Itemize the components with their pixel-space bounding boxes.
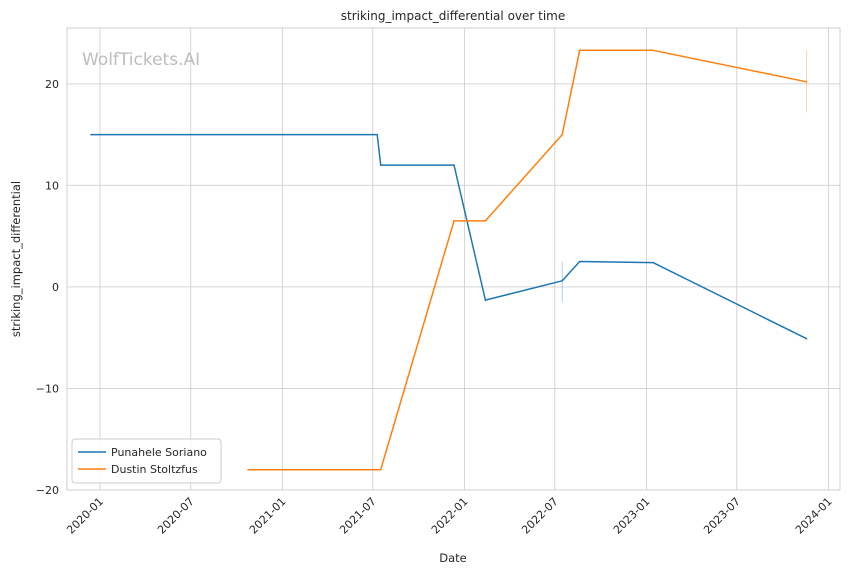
data-point [484,220,487,222]
x-tick-label: 2023-01 [611,495,653,537]
x-axis-title: Date [439,551,467,565]
y-tick-label: −10 [36,382,59,395]
watermark-text: WolfTickets.AI [82,50,200,70]
y-axis-title: striking_impact_differential [9,181,23,337]
data-point [561,133,564,136]
data-point [578,260,581,263]
data-point [484,299,487,301]
x-tick-label: 2021-07 [337,495,379,537]
x-tick-label: 2020-07 [155,495,197,537]
x-tick-label: 2023-07 [701,495,743,537]
series-line-dustin-stoltzfus [248,49,807,471]
data-point [805,81,808,83]
y-tick-label: −20 [36,484,59,497]
data-point [652,261,654,264]
x-tick-label: 2020-01 [64,495,106,537]
data-point [453,220,455,222]
data-point [376,133,378,136]
x-tick-label: 2022-01 [429,495,471,537]
x-tick-labels: 2020-01 2020-07 2021-01 2021-07 2022-01 2022-… [64,495,834,537]
legend-box [71,438,222,484]
legend-label-punahele-soriano: Punahele Soriano [111,446,207,459]
data-point [90,133,92,136]
x-gridlines [99,28,830,490]
x-tick-label: 2021-01 [247,495,289,537]
data-point [578,49,581,52]
data-point [805,337,808,340]
y-tick-label: 10 [45,179,59,192]
x-tick-label: 2022-07 [519,495,561,537]
chart-title: striking_impact_differential over time [341,9,566,23]
data-point [247,468,249,471]
plot-frame [66,27,841,491]
data-point [453,164,455,166]
y-tick-label: 20 [45,78,59,91]
error-bars [561,50,808,303]
y-tick-labels: −20 −10 0 10 20 [36,78,59,497]
series-lines [90,49,808,471]
legend: Punahele Soriano Dustin Stoltzfus [71,438,222,484]
y-tick-label: 0 [52,281,59,294]
x-tick-label: 2024-01 [793,495,835,537]
data-point [379,164,382,166]
legend-label-dustin-stoltzfus: Dustin Stoltzfus [111,463,198,476]
data-point [561,280,564,282]
data-point [652,49,654,52]
y-gridlines [67,83,840,491]
data-point [379,468,382,471]
